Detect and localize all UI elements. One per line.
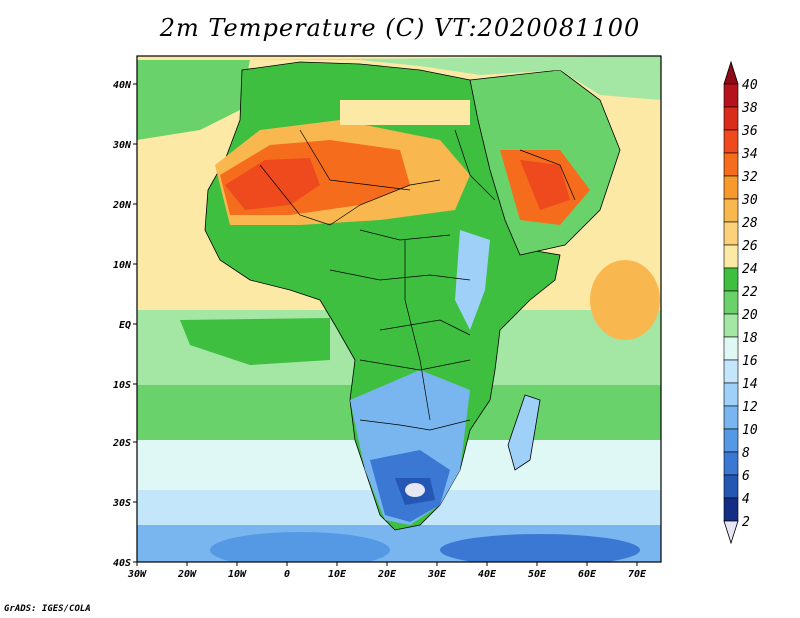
y-tick-label: EQ xyxy=(119,320,131,331)
plot-frame xyxy=(136,55,662,563)
ocean-cold-patch-2 xyxy=(440,534,640,562)
y-tick-label: 30N xyxy=(112,140,132,151)
colorbar-label: 26 xyxy=(742,239,758,254)
colorbar-label: 22 xyxy=(742,285,758,300)
east-africa-cool xyxy=(455,230,490,330)
x-tick-label: 40E xyxy=(478,569,497,580)
x-axis: 30W 20W 10W 0 10E 20E 30E 40E 50E 60E 70… xyxy=(127,562,647,580)
colorbar-label: 6 xyxy=(742,469,750,484)
colorbar-label: 10 xyxy=(742,423,758,438)
x-tick-label: 60E xyxy=(578,569,597,580)
atlantic-green-patch xyxy=(137,60,250,140)
colorbar-label: 28 xyxy=(742,216,758,231)
x-tick-label: 10W xyxy=(228,569,247,580)
x-tick-label: 30W xyxy=(127,569,147,580)
lesotho-core xyxy=(405,483,425,497)
map-field xyxy=(137,56,661,562)
north-africa-coast xyxy=(340,100,470,125)
x-tick-label: 20W xyxy=(177,569,197,580)
madagascar xyxy=(507,394,541,471)
colorbar: 40 38 36 34 32 30 28 26 24 22 20 18 16 14 12 10 8 6 4 2 xyxy=(723,60,758,545)
y-tick-label: 20S xyxy=(112,438,131,449)
colorbar-swatch xyxy=(723,267,739,292)
colorbar-label: 34 xyxy=(741,147,758,162)
colorbar-label: 32 xyxy=(741,170,758,185)
colorbar-label: 40 xyxy=(742,78,758,93)
colorbar-swatch xyxy=(723,313,739,338)
colorbar-swatch xyxy=(723,152,739,177)
x-tick-label: 50E xyxy=(528,569,547,580)
colorbar-swatch xyxy=(723,244,739,269)
colorbar-label: 38 xyxy=(741,101,758,116)
y-tick-label: 10S xyxy=(113,380,131,391)
colorbar-label: 16 xyxy=(742,354,758,369)
colorbar-swatch xyxy=(723,428,739,453)
colorbar-label: 20 xyxy=(742,308,758,323)
colorbar-swatch xyxy=(723,83,739,108)
colorbar-label: 4 xyxy=(742,492,750,507)
y-axis: 40N 30N 20N 10N EQ 10S 20S 30S 40S xyxy=(112,80,137,569)
x-tick-label: 30E xyxy=(427,569,447,580)
colorbar-label: 36 xyxy=(741,124,758,139)
colorbar-swatch xyxy=(723,474,739,499)
arabian-sea-warm xyxy=(590,260,660,340)
colorbar-swatch xyxy=(723,382,739,407)
colorbar-swatch xyxy=(723,497,739,522)
colorbar-top-arrow xyxy=(723,60,739,85)
colorbar-swatch xyxy=(723,198,739,223)
arabia-core xyxy=(520,160,570,210)
colorbar-label: 2 xyxy=(742,515,750,530)
colorbar-swatch xyxy=(723,336,739,361)
y-tick-label: 30S xyxy=(112,498,131,509)
y-tick-label: 40N xyxy=(113,80,132,91)
x-tick-label: 10E xyxy=(328,569,347,580)
colorbar-bottom-arrow xyxy=(723,520,739,545)
y-tick-label: 40S xyxy=(113,558,131,569)
colorbar-swatch xyxy=(723,451,739,476)
colorbar-swatch xyxy=(723,290,739,315)
colorbar-swatch xyxy=(723,175,739,200)
ocean-cold-patch xyxy=(210,532,390,562)
colorbar-swatch xyxy=(723,405,739,430)
colorbar-label: 8 xyxy=(742,446,750,461)
sahara-core xyxy=(225,158,320,210)
colorbar-label: 30 xyxy=(741,193,758,208)
colorbar-swatch xyxy=(723,106,739,131)
colorbar-swatch xyxy=(723,359,739,384)
x-tick-label: 0 xyxy=(284,569,290,580)
chart-title: 2m Temperature (C) VT:2020081100 xyxy=(159,14,641,42)
footer-credit: GrADS: IGES/COLA xyxy=(4,604,91,614)
y-tick-label: 10N xyxy=(113,260,132,271)
colorbar-swatch xyxy=(723,129,739,154)
europe-land xyxy=(245,56,661,100)
country-borders xyxy=(259,129,576,431)
y-tick-label: 20N xyxy=(112,200,132,211)
atlantic-green-patch-2 xyxy=(180,318,330,365)
colorbar-label: 14 xyxy=(742,377,758,392)
colorbar-label: 12 xyxy=(742,400,758,415)
x-tick-label: 70E xyxy=(628,569,647,580)
colorbar-label: 18 xyxy=(742,331,758,346)
colorbar-label: 24 xyxy=(742,262,758,277)
colorbar-swatch xyxy=(723,221,739,246)
x-tick-label: 20E xyxy=(377,569,397,580)
